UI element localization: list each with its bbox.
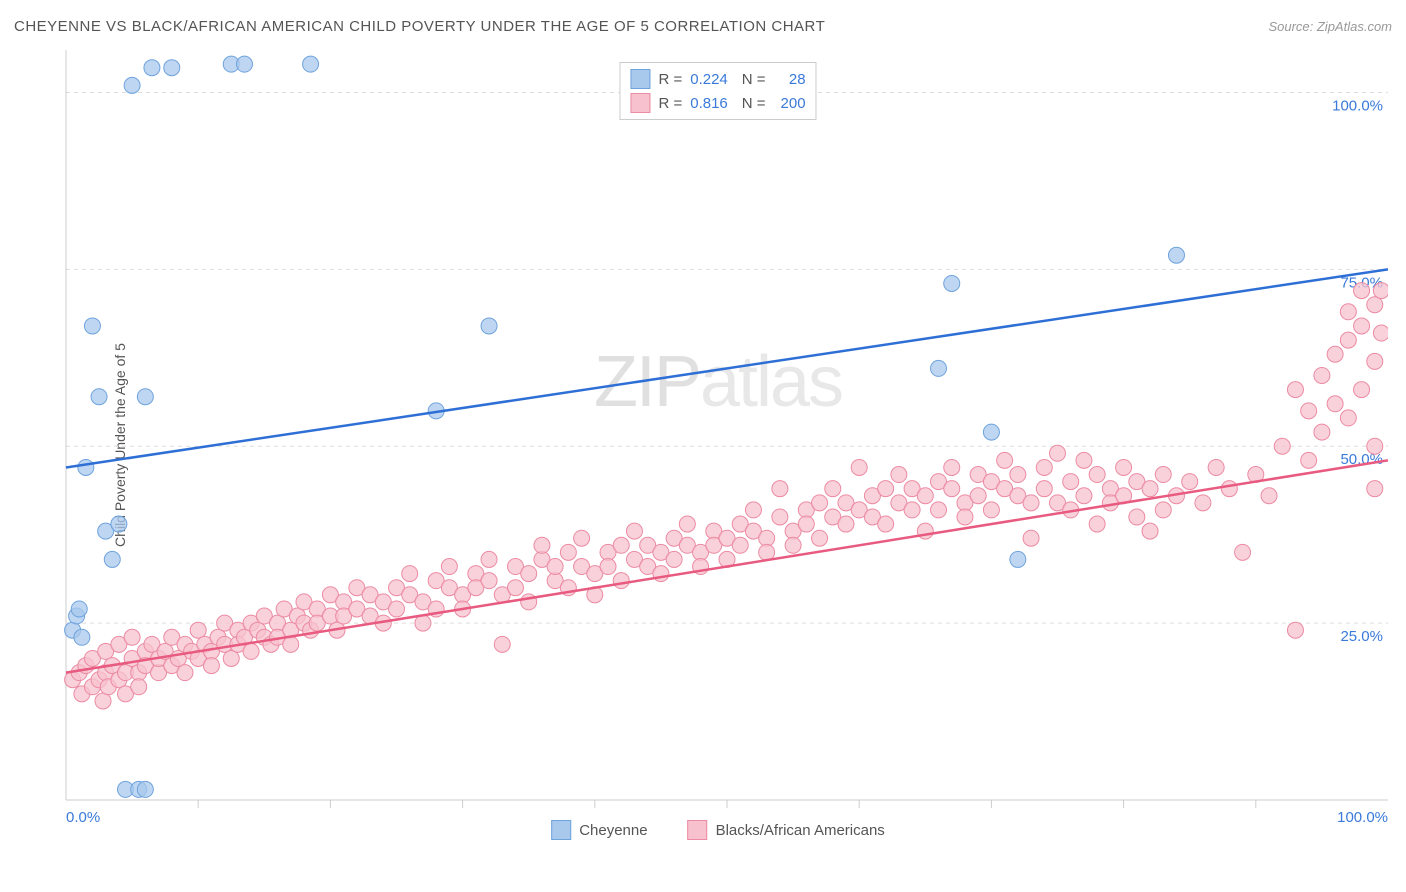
svg-text:100.0%: 100.0%	[1337, 809, 1388, 826]
source-attribution: Source: ZipAtlas.com	[1268, 19, 1392, 34]
svg-text:25.0%: 25.0%	[1340, 628, 1383, 645]
legend-row-cheyenne: R = 0.224 N = 28	[630, 67, 805, 91]
legend-row-black: R = 0.816 N = 200	[630, 91, 805, 115]
chart-title: CHEYENNE VS BLACK/AFRICAN AMERICAN CHILD…	[14, 18, 825, 35]
svg-text:0.0%: 0.0%	[66, 809, 100, 826]
black-swatch	[630, 93, 650, 113]
correlation-legend: R = 0.224 N = 28 R = 0.816 N = 200	[619, 62, 816, 120]
chart-container: Child Poverty Under the Age of 5 ZIPatla…	[48, 50, 1388, 840]
svg-text:100.0%: 100.0%	[1332, 97, 1383, 114]
cheyenne-swatch	[630, 69, 650, 89]
scatter-chart: 0.0%100.0%25.0%50.0%75.0%100.0%	[48, 50, 1388, 840]
